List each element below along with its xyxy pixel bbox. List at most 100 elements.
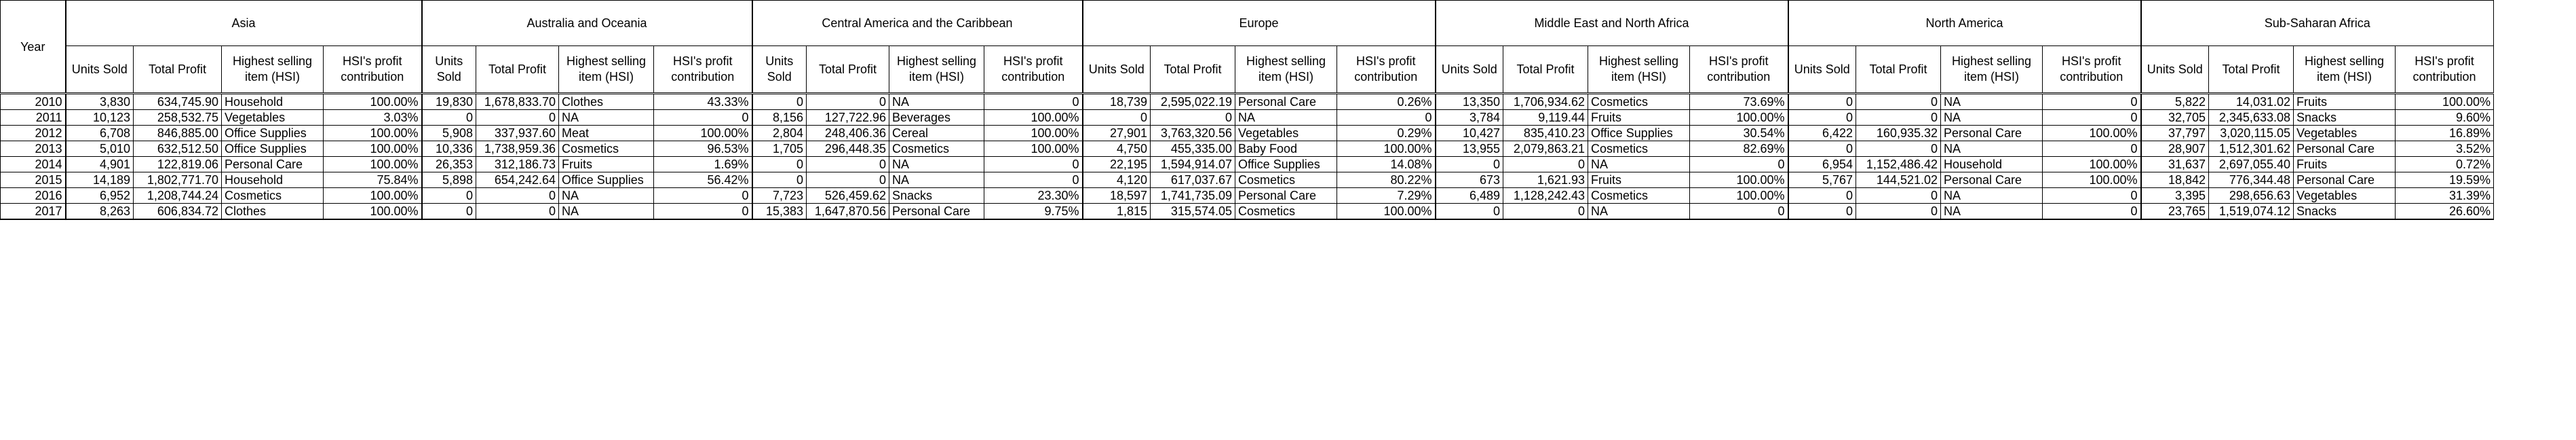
hsi-cell: Snacks bbox=[2293, 109, 2396, 126]
hsi-cell: Office Supplies bbox=[1235, 156, 1337, 172]
total-profit-cell: 1,741,735.09 bbox=[1150, 187, 1235, 204]
units-sold-cell: 6,954 bbox=[1788, 156, 1856, 172]
hsi-cell: Cosmetics bbox=[1588, 141, 1690, 157]
total-profit-cell: 0 bbox=[1856, 187, 1941, 204]
units-sold-cell: 6,422 bbox=[1788, 125, 1856, 141]
table-header: Year Asia Australia and Oceania Central … bbox=[0, 0, 2494, 94]
year-cell: 2010 bbox=[0, 93, 66, 110]
total-profit-cell: 0 bbox=[476, 203, 559, 220]
hsi-cell: Vegetables bbox=[2293, 187, 2396, 204]
total-profit-cell: 298,656.63 bbox=[2208, 187, 2294, 204]
units-sold-cell: 13,350 bbox=[1435, 93, 1503, 110]
hsi-cell: Cereal bbox=[889, 125, 984, 141]
units-sold-cell: 3,784 bbox=[1435, 109, 1503, 126]
units-sold-cell: 0 bbox=[421, 109, 476, 126]
column-header: HSI's profit contribution bbox=[1689, 45, 1789, 94]
units-sold-cell: 0 bbox=[1435, 203, 1503, 220]
units-sold-cell: 6,952 bbox=[65, 187, 134, 204]
hsi-cell: Fruits bbox=[558, 156, 654, 172]
column-header: Units Sold bbox=[1082, 45, 1151, 94]
column-header: Total Profit bbox=[133, 45, 222, 94]
year-cell: 2017 bbox=[0, 203, 66, 220]
table-row: 2011 10,123 258,532.75 Vegetables 3.03% 0 0 NA 0… bbox=[0, 109, 2494, 126]
hsi-contribution-cell: 16.89% bbox=[2395, 125, 2494, 141]
hsi-contribution-cell: 80.22% bbox=[1337, 172, 1436, 188]
total-profit-cell: 1,738,959.36 bbox=[476, 141, 559, 157]
units-sold-cell: 10,336 bbox=[421, 141, 476, 157]
hsi-contribution-cell: 100.00% bbox=[653, 125, 753, 141]
total-profit-cell: 0 bbox=[1856, 141, 1941, 157]
units-sold-cell: 37,797 bbox=[2140, 125, 2209, 141]
year-cell: 2016 bbox=[0, 187, 66, 204]
hsi-cell: Personal Care bbox=[1235, 93, 1337, 110]
hsi-contribution-cell: 100.00% bbox=[1337, 203, 1436, 220]
column-header: Total Profit bbox=[2208, 45, 2294, 94]
total-profit-cell: 1,647,870.56 bbox=[806, 203, 889, 220]
hsi-contribution-cell: 100.00% bbox=[1689, 187, 1789, 204]
total-profit-cell: 1,678,833.70 bbox=[476, 93, 559, 110]
units-sold-cell: 18,739 bbox=[1082, 93, 1151, 110]
hsi-contribution-cell: 100.00% bbox=[323, 187, 423, 204]
column-header: Highest selling item (HSI) bbox=[889, 45, 984, 94]
units-sold-cell: 0 bbox=[421, 203, 476, 220]
total-profit-cell: 0 bbox=[1503, 203, 1588, 220]
total-profit-cell: 1,594,914.07 bbox=[1150, 156, 1235, 172]
units-sold-cell: 0 bbox=[1788, 187, 1856, 204]
total-profit-cell: 606,834.72 bbox=[133, 203, 222, 220]
region-header: Asia bbox=[65, 0, 423, 46]
total-profit-cell: 2,697,055.40 bbox=[2208, 156, 2294, 172]
total-profit-cell: 617,037.67 bbox=[1150, 172, 1235, 188]
column-header: Units Sold bbox=[65, 45, 134, 94]
column-header: HSI's profit contribution bbox=[2042, 45, 2142, 94]
total-profit-cell: 2,079,863.21 bbox=[1503, 141, 1588, 157]
total-profit-cell: 3,020,115.05 bbox=[2208, 125, 2294, 141]
units-sold-cell: 10,123 bbox=[65, 109, 134, 126]
hsi-cell: NA bbox=[1940, 203, 2043, 220]
units-sold-cell: 5,822 bbox=[2140, 93, 2209, 110]
total-profit-cell: 160,935.32 bbox=[1856, 125, 1941, 141]
hsi-cell: NA bbox=[1940, 109, 2043, 126]
units-sold-cell: 26,353 bbox=[421, 156, 476, 172]
table-row: 2013 5,010 632,512.50 Office Supplies 100.00… bbox=[0, 141, 2494, 157]
units-sold-cell: 8,156 bbox=[752, 109, 807, 126]
hsi-contribution-cell: 30.54% bbox=[1689, 125, 1789, 141]
units-sold-cell: 4,901 bbox=[65, 156, 134, 172]
total-profit-cell: 312,186.73 bbox=[476, 156, 559, 172]
units-sold-cell: 8,263 bbox=[65, 203, 134, 220]
table-row: 2017 8,263 606,834.72 Clothes 100.00% 0 0 NA 0 15… bbox=[0, 203, 2494, 220]
hsi-contribution-cell: 100.00% bbox=[2042, 156, 2142, 172]
hsi-contribution-cell: 100.00% bbox=[323, 203, 423, 220]
units-sold-cell: 27,901 bbox=[1082, 125, 1151, 141]
total-profit-cell: 2,345,633.08 bbox=[2208, 109, 2294, 126]
total-profit-cell: 0 bbox=[1856, 93, 1941, 110]
hsi-contribution-cell: 100.00% bbox=[1689, 172, 1789, 188]
total-profit-cell: 296,448.35 bbox=[806, 141, 889, 157]
hsi-cell: Fruits bbox=[2293, 93, 2396, 110]
hsi-contribution-cell: 75.84% bbox=[323, 172, 423, 188]
year-header: Year bbox=[0, 0, 66, 94]
total-profit-cell: 0 bbox=[476, 109, 559, 126]
units-sold-cell: 22,195 bbox=[1082, 156, 1151, 172]
units-sold-cell: 1,705 bbox=[752, 141, 807, 157]
hsi-cell: Personal Care bbox=[221, 156, 324, 172]
column-header: Units Sold bbox=[1435, 45, 1503, 94]
total-profit-cell: 0 bbox=[1856, 203, 1941, 220]
year-cell: 2013 bbox=[0, 141, 66, 157]
column-header: Units Sold bbox=[752, 45, 807, 94]
total-profit-cell: 526,459.62 bbox=[806, 187, 889, 204]
hsi-contribution-cell: 82.69% bbox=[1689, 141, 1789, 157]
hsi-cell: Clothes bbox=[558, 93, 654, 110]
total-profit-cell: 1,706,934.62 bbox=[1503, 93, 1588, 110]
year-cell: 2014 bbox=[0, 156, 66, 172]
region-header-row: Year Asia Australia and Oceania Central … bbox=[0, 0, 2494, 94]
total-profit-cell: 634,745.90 bbox=[133, 93, 222, 110]
hsi-cell: Personal Care bbox=[2293, 141, 2396, 157]
hsi-cell: Office Supplies bbox=[1588, 125, 1690, 141]
units-sold-cell: 0 bbox=[1082, 109, 1151, 126]
column-header: Highest selling item (HSI) bbox=[221, 45, 324, 94]
table-body: 2010 3,830 634,745.90 Household 100.00% 19,83… bbox=[0, 93, 2494, 220]
total-profit-cell: 1,621.93 bbox=[1503, 172, 1588, 188]
hsi-contribution-cell: 1.69% bbox=[653, 156, 753, 172]
table-row: 2010 3,830 634,745.90 Household 100.00% 19,83… bbox=[0, 93, 2494, 110]
hsi-cell: NA bbox=[1588, 156, 1690, 172]
